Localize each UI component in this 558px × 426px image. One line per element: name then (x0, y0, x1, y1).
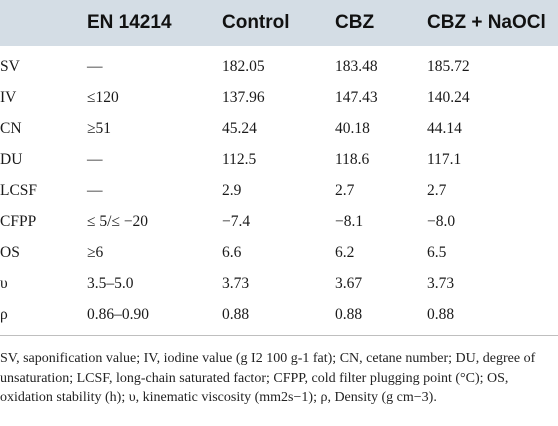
cell-control: 0.88 (222, 306, 250, 323)
row-label: IV (0, 89, 17, 106)
cell-cbz-naocl: 3.73 (427, 275, 455, 292)
table-row: SV — 182.05 183.48 185.72 (0, 51, 558, 82)
cell-cbz: 3.67 (335, 275, 363, 292)
table-bottom-rule (0, 335, 558, 336)
cell-cbz-naocl: 140.24 (427, 89, 470, 106)
header-cell-en14214: EN 14214 (87, 12, 172, 33)
cell-control: 112.5 (222, 151, 257, 168)
cell-cbz: 40.18 (335, 120, 370, 137)
cell-control: 137.96 (222, 89, 265, 106)
cell-cbz: 0.88 (335, 306, 363, 323)
cell-cbz-naocl: 2.7 (427, 182, 447, 199)
cell-en14214: ≥6 (87, 244, 104, 261)
cell-en14214: 3.5–5.0 (87, 275, 134, 292)
cell-control: 6.6 (222, 244, 242, 261)
cell-cbz: 6.2 (335, 244, 355, 261)
table-row: υ 3.5–5.0 3.73 3.67 3.73 (0, 268, 558, 299)
row-label: OS (0, 244, 20, 261)
cell-en14214: — (87, 58, 103, 75)
cell-en14214: — (87, 182, 103, 199)
table-row: DU — 112.5 118.6 117.1 (0, 144, 558, 175)
cell-en14214: 0.86–0.90 (87, 306, 149, 323)
row-label: DU (0, 151, 23, 168)
table-row: OS ≥6 6.6 6.2 6.5 (0, 237, 558, 268)
header-cell-cbz: CBZ (335, 12, 375, 33)
cell-cbz: 118.6 (335, 151, 370, 168)
cell-control: 45.24 (222, 120, 257, 137)
cell-en14214: ≤ 5/≤ −20 (87, 213, 149, 230)
table-row: IV ≤120 137.96 147.43 140.24 (0, 82, 558, 113)
cell-en14214: — (87, 151, 103, 168)
table-row: LCSF — 2.9 2.7 2.7 (0, 175, 558, 206)
cell-control: 3.73 (222, 275, 250, 292)
row-label: LCSF (0, 182, 38, 199)
cell-control: 2.9 (222, 182, 242, 199)
cell-control: −7.4 (222, 213, 251, 230)
header-cell-cbz-naocl: CBZ + NaOCl (427, 12, 546, 33)
cell-cbz: 2.7 (335, 182, 355, 199)
cell-control: 182.05 (222, 58, 265, 75)
table-row: CFPP ≤ 5/≤ −20 −7.4 −8.1 −8.0 (0, 206, 558, 237)
table-footnote: SV, saponification value; IV, iodine val… (0, 351, 536, 405)
row-label: SV (0, 58, 20, 75)
row-label: ρ (0, 306, 8, 323)
table-row: CN ≥51 45.24 40.18 44.14 (0, 113, 558, 144)
cell-cbz: 147.43 (335, 89, 378, 106)
table-row: ρ 0.86–0.90 0.88 0.88 0.88 (0, 299, 558, 330)
cell-cbz: 183.48 (335, 58, 378, 75)
row-label: CFPP (0, 213, 37, 230)
cell-cbz: −8.1 (335, 213, 364, 230)
row-label: CN (0, 120, 22, 137)
table-header-band (0, 0, 558, 46)
cell-cbz-naocl: 44.14 (427, 120, 462, 137)
cell-cbz-naocl: 185.72 (427, 58, 470, 75)
cell-cbz-naocl: 6.5 (427, 244, 447, 261)
cell-cbz-naocl: 117.1 (427, 151, 462, 168)
cell-en14214: ≤120 (87, 89, 119, 106)
cell-en14214: ≥51 (87, 120, 112, 137)
cell-cbz-naocl: −8.0 (427, 213, 456, 230)
cell-cbz-naocl: 0.88 (427, 306, 455, 323)
header-cell-control: Control (222, 12, 290, 33)
row-label: υ (0, 275, 8, 292)
table-body: SV — 182.05 183.48 185.72 IV ≤120 137.96… (0, 51, 558, 330)
